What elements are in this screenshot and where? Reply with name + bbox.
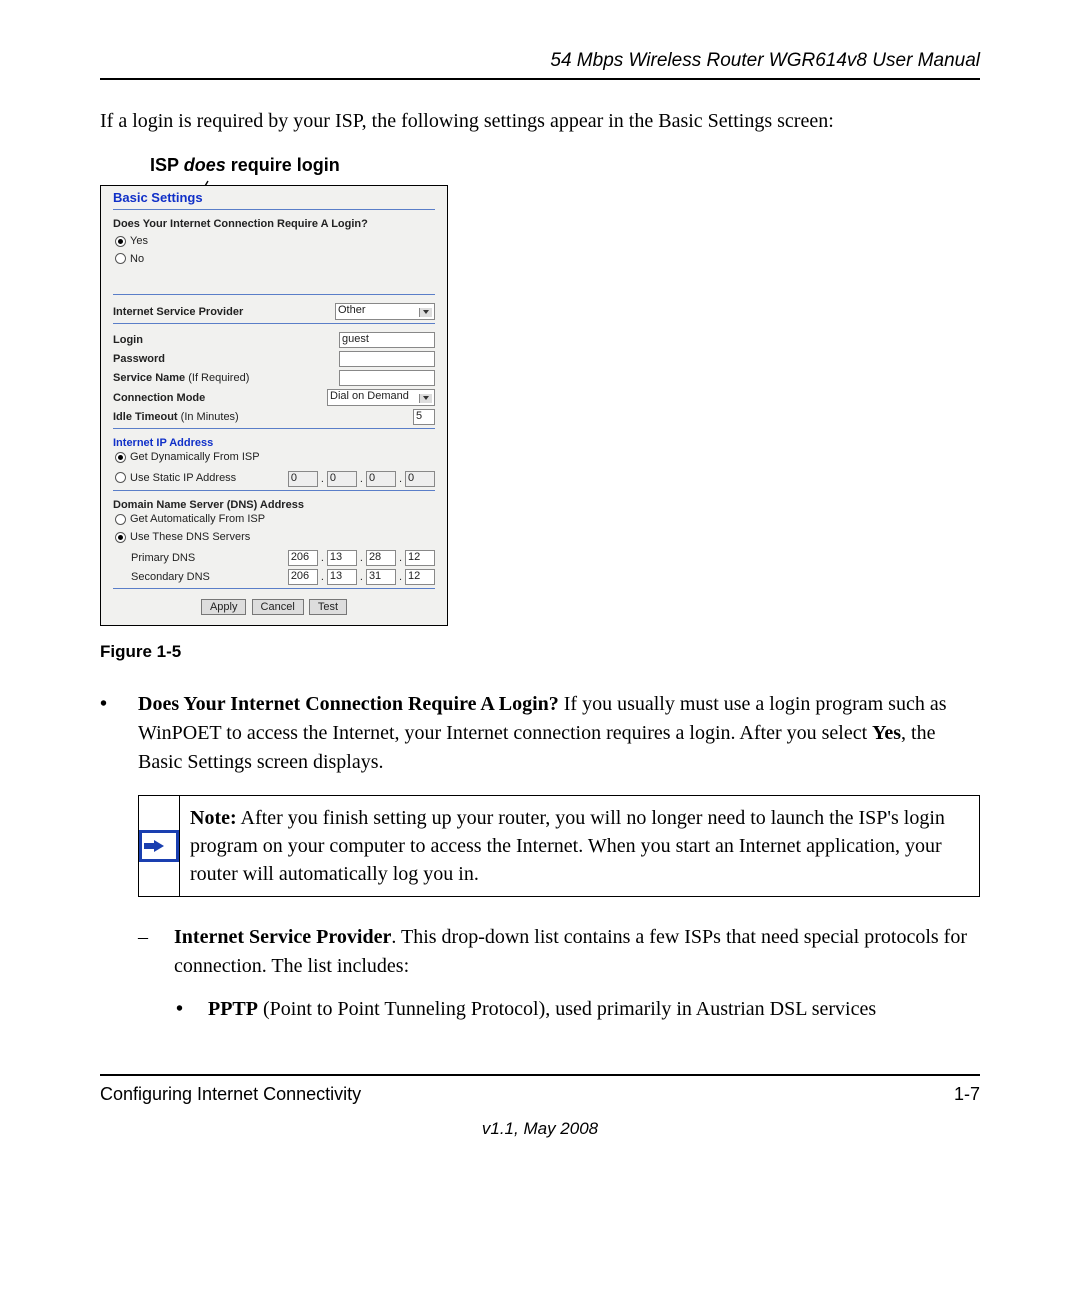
cancel-button[interactable]: Cancel xyxy=(252,599,304,615)
radio-dns-auto[interactable]: Get Automatically From ISP xyxy=(115,511,435,529)
sdns-label: Secondary DNS xyxy=(131,571,210,583)
radio-yes[interactable]: Yes xyxy=(115,233,435,251)
sub-1: – Internet Service Provider. This drop-d… xyxy=(138,923,980,981)
basic-settings-panel: Basic Settings Does Your Internet Connec… xyxy=(100,185,448,626)
idle-label: Idle Timeout (In Minutes) xyxy=(113,411,239,423)
sub2-bold: PPTP xyxy=(208,998,258,1020)
connmode-value: Dial on Demand xyxy=(330,390,409,402)
isp-select[interactable]: Other xyxy=(335,303,435,320)
figure-caption: Figure 1-5 xyxy=(100,642,980,662)
pdns-3[interactable]: 12 xyxy=(405,550,435,566)
pdns-1[interactable]: 13 xyxy=(327,550,357,566)
header-rule xyxy=(100,78,980,80)
pdns-label: Primary DNS xyxy=(131,552,195,564)
connmode-label: Connection Mode xyxy=(113,392,205,404)
service-label: Service Name (If Required) xyxy=(113,372,249,384)
sdns-1[interactable]: 13 xyxy=(327,569,357,585)
sep-5 xyxy=(113,490,435,491)
sdns-row: 206. 13. 31. 12 xyxy=(288,569,435,585)
bullet-1: • Does Your Internet Connection Require … xyxy=(100,690,980,777)
isp-label: Internet Service Provider xyxy=(113,306,243,318)
pdns-2[interactable]: 28 xyxy=(366,550,396,566)
sep-2 xyxy=(113,294,435,295)
radio-no-dot[interactable] xyxy=(115,253,126,264)
ip-heading: Internet IP Address xyxy=(113,437,435,449)
radio-dns-use[interactable]: Use These DNS Servers xyxy=(115,529,435,547)
radio-ip-dyn-label: Get Dynamically From ISP xyxy=(130,451,260,463)
radio-yes-dot[interactable] xyxy=(115,236,126,247)
sep-4 xyxy=(113,428,435,429)
dns-heading: Domain Name Server (DNS) Address xyxy=(113,499,435,511)
static-ip-1[interactable]: 0 xyxy=(327,471,357,487)
page: 54 Mbps Wireless Router WGR614v8 User Ma… xyxy=(0,0,1080,1296)
static-ip-row: 0. 0. 0. 0 xyxy=(288,471,435,487)
sub2-rest: (Point to Point Tunneling Protocol), use… xyxy=(258,998,876,1020)
sub1-bold: Internet Service Provider xyxy=(174,926,391,948)
note-box: Note: After you finish setting up your r… xyxy=(138,795,980,897)
footer-left: Configuring Internet Connectivity xyxy=(100,1084,361,1105)
isp-value: Other xyxy=(338,304,366,316)
note-body: After you finish setting up your router,… xyxy=(190,807,945,885)
doc-header: 54 Mbps Wireless Router WGR614v8 User Ma… xyxy=(100,50,980,72)
connmode-select[interactable]: Dial on Demand xyxy=(327,389,435,406)
note-text: Note: After you finish setting up your r… xyxy=(180,796,979,896)
footer-rule xyxy=(100,1074,980,1076)
arrow-icon xyxy=(139,830,179,862)
static-ip-3[interactable]: 0 xyxy=(405,471,435,487)
sep-6 xyxy=(113,588,435,589)
annotation-em: does xyxy=(184,155,226,175)
radio-dns-auto-label: Get Automatically From ISP xyxy=(130,513,265,525)
sep-3 xyxy=(113,323,435,324)
button-row: Apply Cancel Test xyxy=(113,599,435,615)
pdns-0[interactable]: 206 xyxy=(288,550,318,566)
password-input[interactable] xyxy=(339,351,435,367)
static-ip-2[interactable]: 0 xyxy=(366,471,396,487)
radio-ip-dyn-dot[interactable] xyxy=(115,452,126,463)
radio-ip-dyn[interactable]: Get Dynamically From ISP xyxy=(115,449,435,467)
radio-dns-use-label: Use These DNS Servers xyxy=(130,531,250,543)
static-ip-0[interactable]: 0 xyxy=(288,471,318,487)
panel-title: Basic Settings xyxy=(113,190,435,205)
radio-ip-static-dot[interactable] xyxy=(115,472,126,483)
sdns-0[interactable]: 206 xyxy=(288,569,318,585)
radio-ip-static-label: Use Static IP Address xyxy=(130,472,236,484)
annotation-suffix: require login xyxy=(226,155,340,175)
radio-dns-use-dot[interactable] xyxy=(115,532,126,543)
login-question: Does Your Internet Connection Require A … xyxy=(113,218,435,230)
password-label: Password xyxy=(113,353,165,365)
idle-input[interactable]: 5 xyxy=(413,409,435,425)
sdns-2[interactable]: 31 xyxy=(366,569,396,585)
intro-text: If a login is required by your ISP, the … xyxy=(100,110,980,133)
radio-yes-label: Yes xyxy=(130,235,148,247)
login-input[interactable]: guest xyxy=(339,332,435,348)
sdns-3[interactable]: 12 xyxy=(405,569,435,585)
login-label: Login xyxy=(113,334,143,346)
service-input[interactable] xyxy=(339,370,435,386)
footer-version: v1.1, May 2008 xyxy=(100,1119,980,1139)
test-button[interactable]: Test xyxy=(309,599,347,615)
radio-no-label: No xyxy=(130,253,144,265)
footer-row: Configuring Internet Connectivity 1-7 xyxy=(100,1084,980,1105)
apply-button[interactable]: Apply xyxy=(201,599,247,615)
note-label: Note: xyxy=(190,807,237,829)
radio-ip-static[interactable]: Use Static IP Address xyxy=(115,470,278,488)
pdns-row: 206. 13. 28. 12 xyxy=(288,550,435,566)
annotation-prefix: ISP xyxy=(150,155,184,175)
footer-right: 1-7 xyxy=(954,1084,980,1105)
radio-dns-auto-dot[interactable] xyxy=(115,514,126,525)
b1-bold2: Yes xyxy=(872,722,901,744)
b1-bold: Does Your Internet Connection Require A … xyxy=(138,693,559,715)
note-icon-cell xyxy=(139,796,180,896)
subsub-1: • PPTP (Point to Point Tunneling Protoco… xyxy=(176,995,980,1024)
annotation: ISP does require login xyxy=(150,155,980,185)
sep-1 xyxy=(113,209,435,210)
radio-no[interactable]: No xyxy=(115,251,435,269)
